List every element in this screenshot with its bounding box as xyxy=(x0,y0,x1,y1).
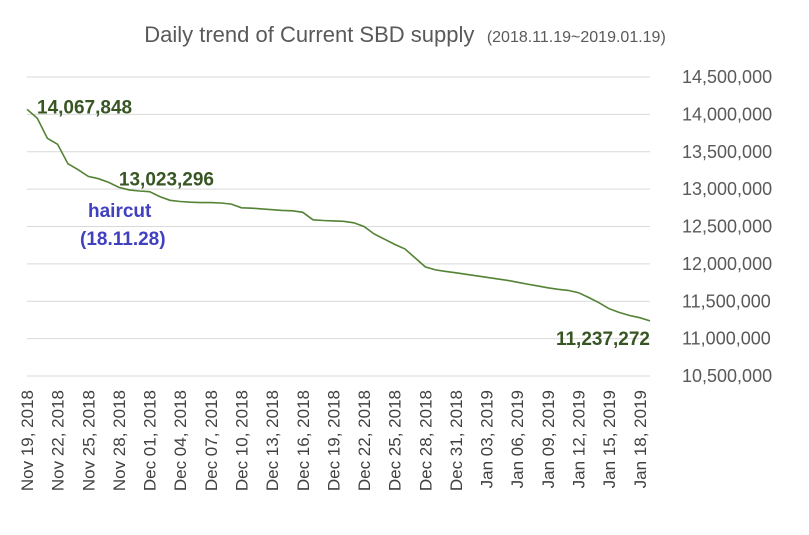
y-axis-tick-labels: 10,500,000 11,000,000 11,500,000 12,000,000… xyxy=(682,67,772,386)
gridlines xyxy=(27,76,650,377)
haircut-annotation: haircut (18.11.28) xyxy=(80,201,166,250)
x-tick-label: Nov 28, 2018 xyxy=(110,390,129,491)
x-tick-label: Dec 31, 2018 xyxy=(447,390,466,491)
x-tick-label: Jan 06, 2019 xyxy=(508,390,527,488)
data-label: 13,023,296 xyxy=(119,169,214,190)
x-tick-label: Nov 25, 2018 xyxy=(79,390,98,491)
x-tick-label: Jan 15, 2019 xyxy=(600,390,619,488)
y-tick-label: 13,500,000 xyxy=(682,142,772,162)
chart-title-main: Daily trend of Current SBD supply xyxy=(144,22,474,47)
x-tick-label: Jan 09, 2019 xyxy=(539,390,558,488)
x-tick-label: Dec 25, 2018 xyxy=(386,390,405,491)
data-labels: 14,067,848 13,023,296 11,237,272 xyxy=(37,97,650,350)
x-tick-label: Dec 19, 2018 xyxy=(324,390,343,491)
chart-subtitle: (2018.11.19~2019.01.19) xyxy=(487,29,666,46)
y-tick-label: 11,000,000 xyxy=(682,329,771,349)
x-tick-label: Dec 16, 2018 xyxy=(294,390,313,491)
x-tick-label: Dec 10, 2018 xyxy=(232,390,251,491)
x-axis-tick-labels: Nov 19, 2018 Nov 22, 2018 Nov 25, 2018 Nov … xyxy=(18,390,650,491)
series-layer xyxy=(26,108,651,322)
x-tick-label: Dec 01, 2018 xyxy=(141,390,160,491)
x-tick-label: Jan 18, 2019 xyxy=(631,390,650,488)
x-tick-label: Jan 03, 2019 xyxy=(478,390,497,488)
data-label: 11,237,272 xyxy=(556,329,650,350)
y-tick-label: 12,000,000 xyxy=(682,254,772,274)
y-tick-label: 14,500,000 xyxy=(682,67,772,87)
x-tick-label: Nov 22, 2018 xyxy=(49,390,68,491)
y-tick-label: 10,500,000 xyxy=(682,366,772,386)
x-tick-label: Nov 19, 2018 xyxy=(18,390,37,491)
x-tick-label: Jan 12, 2019 xyxy=(570,390,589,488)
x-tick-label: Dec 07, 2018 xyxy=(202,390,221,491)
x-tick-label: Dec 28, 2018 xyxy=(416,390,435,491)
chart-title: Daily trend of Current SBD supply (2018.… xyxy=(144,22,666,47)
x-tick-label: Dec 13, 2018 xyxy=(263,390,282,491)
y-tick-label: 13,000,000 xyxy=(682,179,772,199)
data-label: 14,067,848 xyxy=(37,97,132,118)
series-line xyxy=(26,108,651,322)
x-tick-label: Dec 22, 2018 xyxy=(355,390,374,491)
x-tick-label: Dec 04, 2018 xyxy=(171,390,190,491)
annotation-line-2: (18.11.28) xyxy=(80,229,166,250)
annotation-line-1: haircut xyxy=(88,201,152,222)
y-tick-label: 11,500,000 xyxy=(682,291,771,311)
y-tick-label: 14,000,000 xyxy=(682,104,772,124)
y-tick-label: 12,500,000 xyxy=(682,217,772,237)
